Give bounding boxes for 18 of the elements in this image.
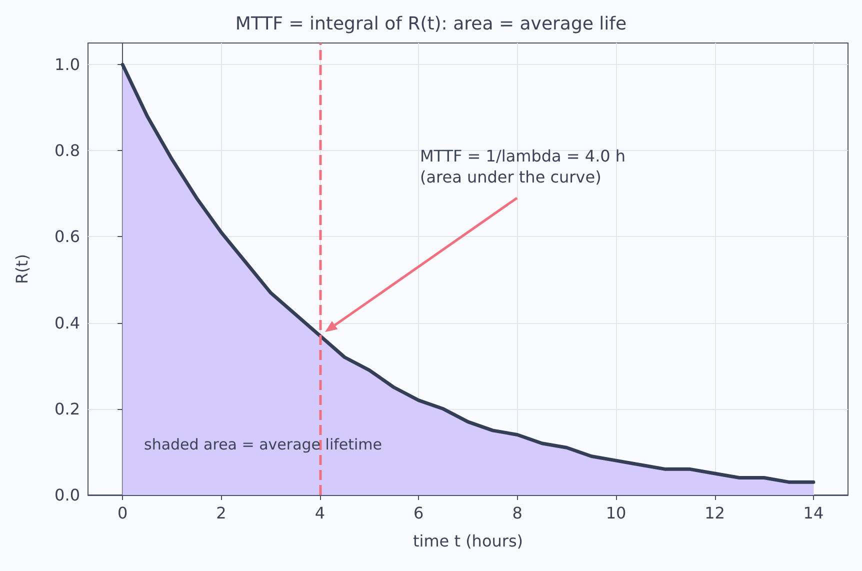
- x-tick-label: 10: [606, 504, 626, 522]
- x-tick-label: 2: [216, 504, 226, 522]
- x-tick-label: 6: [414, 504, 424, 522]
- x-tick-label: 12: [704, 504, 725, 522]
- annotation: MTTF = 1/lambda = 4.0 h (area under the curve): [420, 146, 626, 187]
- y-tick-label: 0.8: [54, 141, 80, 160]
- y-tick-label: 0.0: [54, 486, 80, 504]
- y-tick-label: 0.6: [54, 227, 80, 246]
- x-tick-label: 8: [512, 504, 522, 522]
- y-axis-title: R(t): [12, 254, 32, 284]
- x-tick-label: 14: [803, 504, 824, 522]
- x-tick-label: 0: [117, 504, 128, 522]
- y-tick-label: 0.4: [54, 313, 80, 332]
- x-tick-label: 4: [314, 504, 326, 522]
- chart-title: MTTF = integral of R(t): area = average life: [235, 14, 627, 34]
- x-axis-title: time t (hours): [412, 532, 524, 550]
- y-tick-label: 1.0: [54, 55, 80, 74]
- y-tick-label: 0.2: [54, 399, 80, 418]
